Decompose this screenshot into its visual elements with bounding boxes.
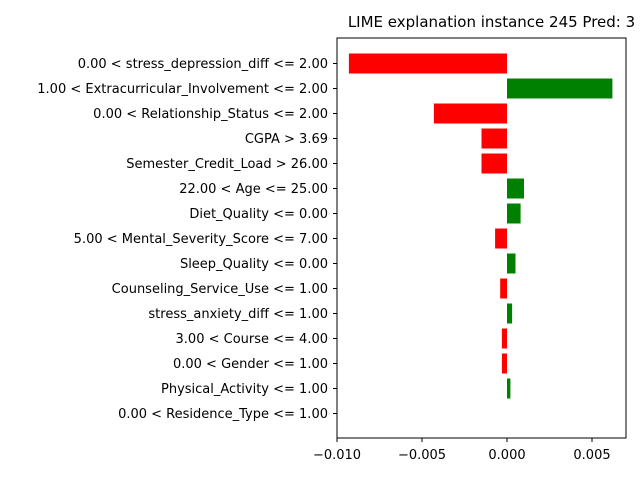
bar — [481, 153, 507, 174]
bar — [481, 128, 507, 149]
y-tick-label: 0.00 < Residence_Type <= 1.00 — [118, 407, 328, 422]
bar — [507, 178, 524, 199]
bar — [507, 253, 516, 274]
bar — [500, 278, 507, 299]
bar — [433, 103, 507, 124]
y-tick-label: Physical_Activity <= 1.00 — [161, 382, 328, 397]
x-tick-label: 0.000 — [488, 448, 525, 463]
bar — [507, 203, 521, 224]
y-tick-label: CGPA > 3.69 — [245, 132, 328, 147]
plot-frame — [336, 37, 627, 439]
y-tick-label: Counseling_Service_Use <= 1.00 — [112, 282, 328, 297]
y-tick-label: Semester_Credit_Load > 26.00 — [126, 157, 328, 172]
y-tick-label: Diet_Quality <= 0.00 — [189, 207, 328, 222]
y-tick-label: stress_anxiety_diff <= 1.00 — [148, 307, 328, 322]
chart-title: LIME explanation instance 245 Pred: 3 — [348, 13, 635, 31]
y-tick-label: 3.00 < Course <= 4.00 — [176, 332, 328, 347]
x-tick-label: −0.005 — [398, 448, 446, 463]
y-tick-label: 0.00 < stress_depression_diff <= 2.00 — [78, 57, 328, 72]
bar — [507, 78, 613, 99]
y-tick-label: Sleep_Quality <= 0.00 — [180, 257, 328, 272]
bar — [501, 353, 507, 374]
y-tick-label: 0.00 < Gender <= 1.00 — [173, 357, 328, 372]
bar — [507, 378, 511, 399]
x-tick-label: 0.005 — [573, 448, 610, 463]
bar — [501, 328, 507, 349]
y-tick-label: 5.00 < Mental_Severity_Score <= 7.00 — [74, 232, 328, 247]
y-tick-label: 0.00 < Relationship_Status <= 2.00 — [93, 107, 328, 122]
y-tick-label: 1.00 < Extracurricular_Involvement <= 2.… — [37, 82, 328, 97]
bar — [495, 228, 507, 249]
x-tick-label: −0.010 — [313, 448, 361, 463]
y-tick-label: 22.00 < Age <= 25.00 — [179, 182, 328, 197]
bar — [507, 303, 513, 324]
bar — [348, 53, 507, 74]
